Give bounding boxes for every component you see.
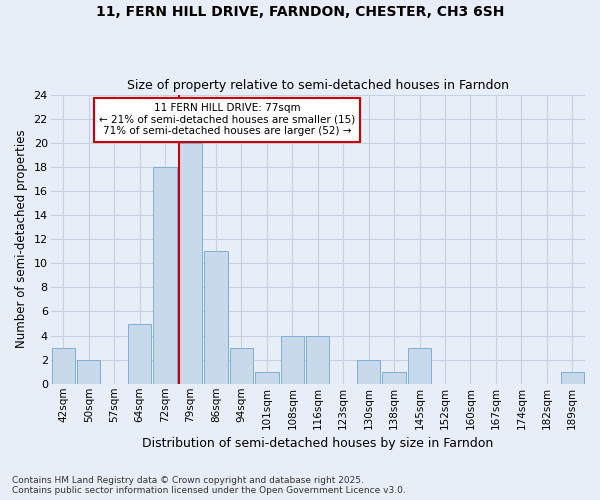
Bar (154, 167, 177, 384)
Text: 11 FERN HILL DRIVE: 77sqm
← 21% of semi-detached houses are smaller (15)
71% of : 11 FERN HILL DRIVE: 77sqm ← 21% of semi-… (99, 103, 355, 136)
Text: Contains HM Land Registry data © Crown copyright and database right 2025.
Contai: Contains HM Land Registry data © Crown c… (12, 476, 406, 495)
Bar (230, 348, 253, 384)
X-axis label: Distribution of semi-detached houses by size in Farndon: Distribution of semi-detached houses by … (142, 437, 493, 450)
Y-axis label: Number of semi-detached properties: Number of semi-detached properties (15, 130, 28, 348)
Bar (179, 143, 202, 384)
Bar (255, 372, 278, 384)
Bar (357, 360, 380, 384)
Bar (306, 336, 329, 384)
Bar (560, 372, 584, 384)
Bar (408, 348, 431, 384)
Bar (281, 336, 304, 384)
Bar (382, 372, 406, 384)
Text: 11, FERN HILL DRIVE, FARNDON, CHESTER, CH3 6SH: 11, FERN HILL DRIVE, FARNDON, CHESTER, C… (96, 5, 504, 19)
Bar (204, 251, 228, 384)
Bar (52, 348, 75, 384)
Title: Size of property relative to semi-detached houses in Farndon: Size of property relative to semi-detach… (127, 79, 509, 92)
Bar (77, 360, 100, 384)
Bar (128, 324, 151, 384)
